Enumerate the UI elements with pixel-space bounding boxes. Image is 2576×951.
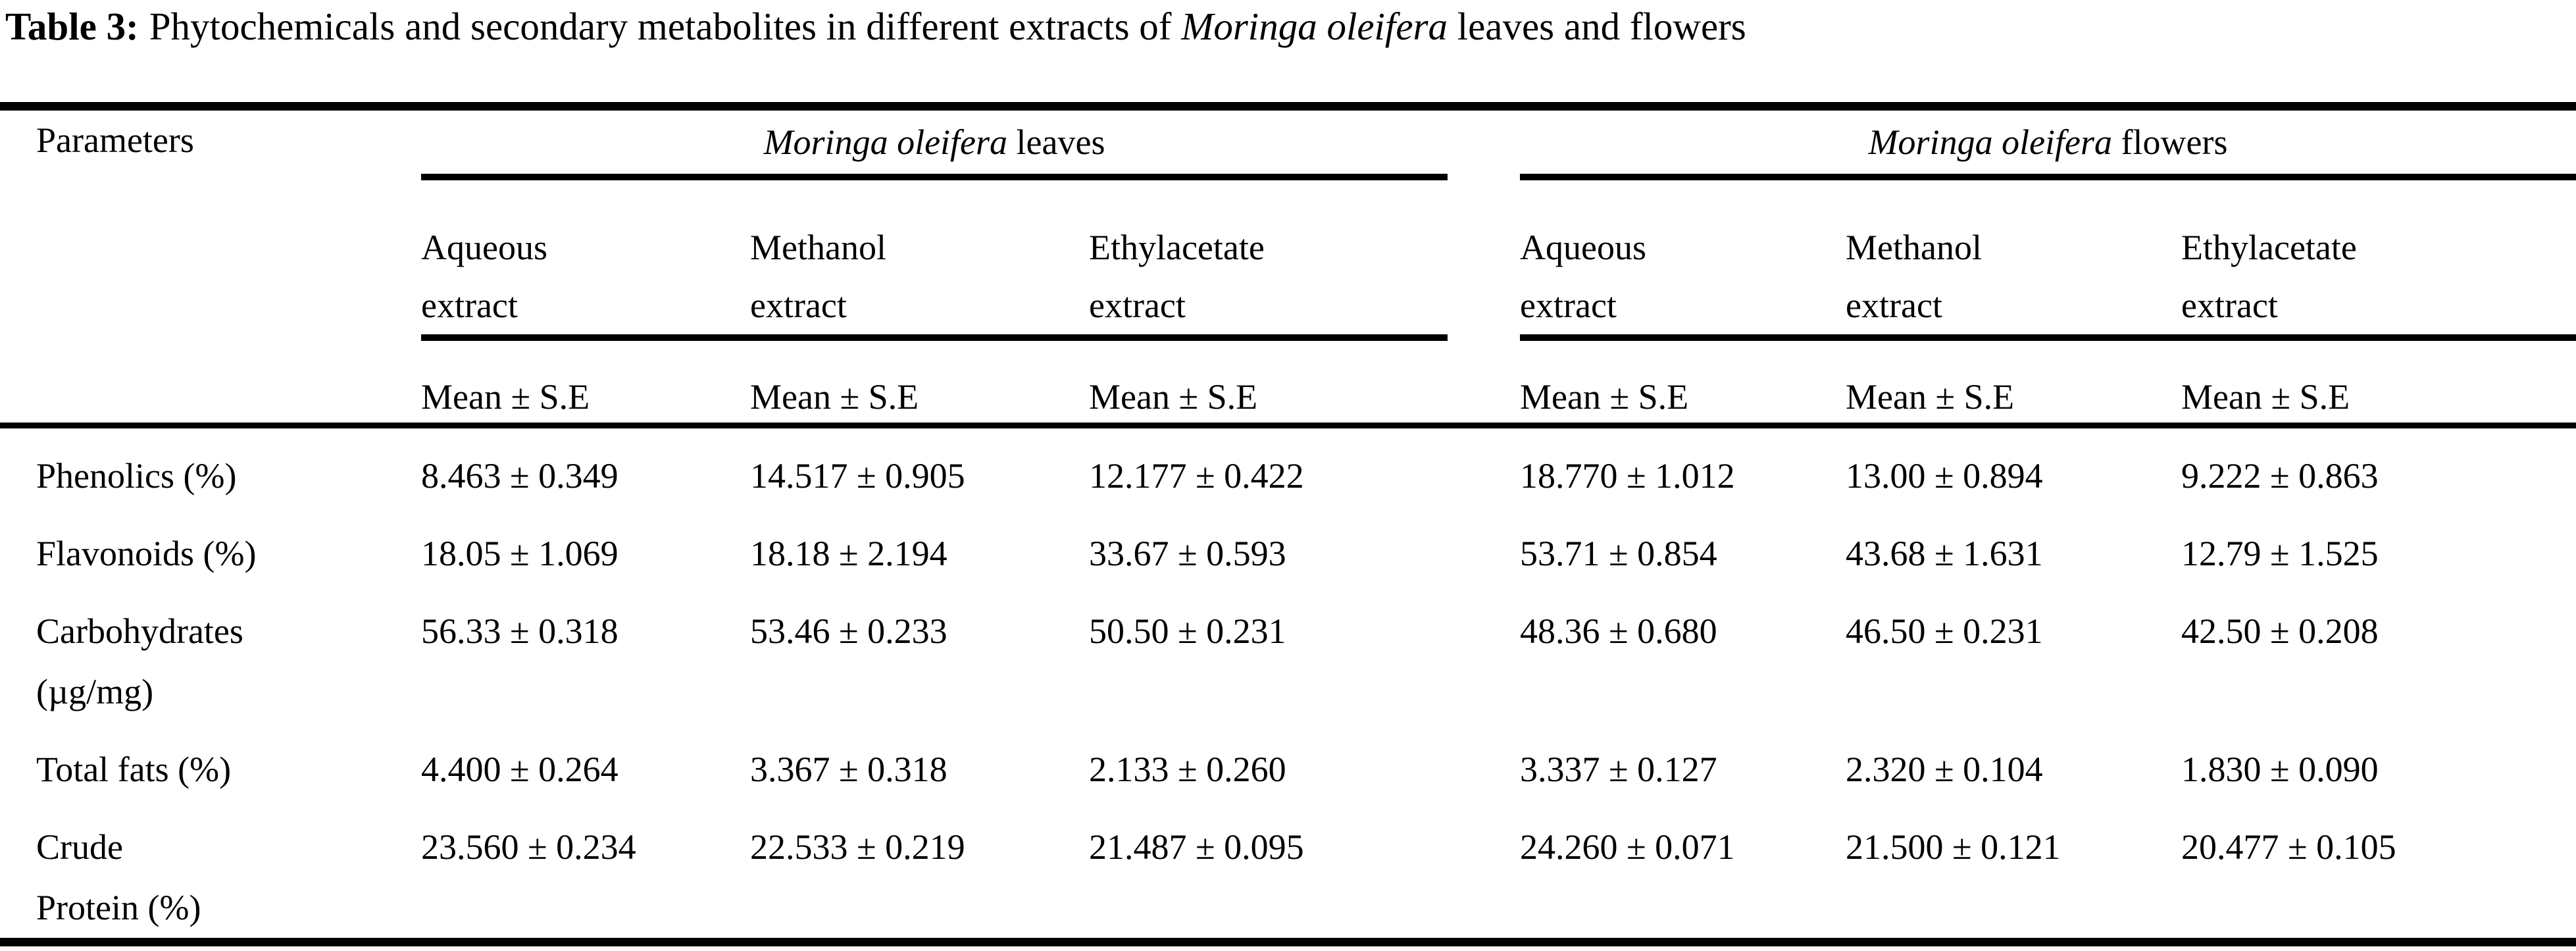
stat-header-cell: Mean ± S.E (750, 338, 1089, 428)
leaves-group-header: Moringa oleifera leaves (421, 106, 1448, 180)
value-cell: 12.177 ± 0.422 (1089, 456, 1304, 496)
leaves-group-suffix: leaves (1016, 122, 1105, 162)
flowers-ethylacetate-header: Ethylacetate extract (2181, 177, 2576, 341)
value-cell: 13.00 ± 0.894 (1846, 456, 2043, 496)
value-cell: 12.79 ± 1.525 (2181, 534, 2379, 573)
stat-header-cell: Mean ± S.E (1089, 338, 1448, 428)
value-cell: 53.71 ± 0.854 (1520, 534, 1717, 573)
value-cell: 50.50 ± 0.231 (1089, 611, 1286, 651)
value-cell: 21.500 ± 0.121 (1846, 827, 2061, 867)
stat-gap-cell (1448, 338, 1521, 428)
row-label: Flavonoids (%) (36, 534, 257, 573)
table-caption-species: Moringa oleifera (1181, 5, 1448, 48)
row-gap-cell (1448, 506, 1520, 584)
value-cell: 2.320 ± 0.104 (1846, 750, 2043, 789)
value-cell: 53.46 ± 0.233 (750, 611, 947, 651)
row-label: Total fats (%) (36, 750, 232, 789)
stat-header-cell: Mean ± S.E (2181, 338, 2576, 428)
flowers-group-species: Moringa oleifera (1868, 122, 2113, 162)
leaves-aqueous-header: Aqueous extract (421, 177, 750, 341)
row-label: Crude Protein (%) (36, 827, 201, 927)
flowers-group-header: Moringa oleifera flowers (1520, 106, 2576, 180)
value-cell: 8.463 ± 0.349 (421, 456, 619, 496)
value-cell: 46.50 ± 0.231 (1846, 611, 2043, 651)
table-caption: Table 3: Phytochemicals and secondary met… (0, 0, 2576, 102)
value-cell: 23.560 ± 0.234 (421, 827, 636, 867)
row-label: Phenolics (%) (36, 456, 237, 496)
row-gap-cell (1448, 584, 1520, 722)
value-cell: 20.477 ± 0.105 (2181, 827, 2396, 867)
table-row-phenolics: Phenolics (%) 8.463 ± 0.349 14.517 ± 0.9… (0, 426, 2576, 507)
leaves-group-species: Moringa oleifera (763, 122, 1008, 162)
group-header-row: Parameters Moringa oleifera leaves Morin… (0, 106, 2576, 428)
leaves-ethylacetate-header: Ethylacetate extract (1089, 177, 1448, 341)
value-cell: 18.770 ± 1.012 (1520, 456, 1735, 496)
table-row-total-fats: Total fats (%) 4.400 ± 0.264 3.367 ± 0.3… (0, 722, 2576, 800)
parameters-header-cell: Parameters (0, 106, 421, 428)
value-cell: 4.400 ± 0.264 (421, 750, 619, 789)
table-caption-suffix: leaves and flowers (1457, 5, 1746, 48)
flowers-methanol-header: Methanol extract (1846, 177, 2182, 341)
table-caption-number: Table 3: (5, 5, 139, 48)
row-gap-cell (1448, 426, 1520, 507)
value-cell: 9.222 ± 0.863 (2181, 456, 2379, 496)
table-row-flavonoids: Flavonoids (%) 18.05 ± 1.069 18.18 ± 2.1… (0, 506, 2576, 584)
table-row-carbohydrates: Carbohydrates (µg/mg) 56.33 ± 0.318 53.4… (0, 584, 2576, 722)
stat-header-row: Mean ± S.E Mean ± S.E Mean ± S.E Mean ± … (0, 338, 2576, 428)
value-cell: 18.05 ± 1.069 (421, 534, 619, 573)
value-cell: 3.337 ± 0.127 (1520, 750, 1717, 789)
table-caption-text: Phytochemicals and secondary metabolites… (149, 5, 1172, 48)
row-label: Carbohydrates (µg/mg) (36, 611, 243, 711)
row-gap-cell (1448, 800, 1520, 942)
value-cell: 33.67 ± 0.593 (1089, 534, 1286, 573)
value-cell: 18.18 ± 2.194 (750, 534, 947, 573)
value-cell: 2.133 ± 0.260 (1089, 750, 1286, 789)
group-gap-cell (1448, 107, 1520, 178)
leaves-methanol-header: Methanol extract (750, 177, 1089, 341)
value-cell: 24.260 ± 0.071 (1520, 827, 1735, 867)
value-cell: 56.33 ± 0.318 (421, 611, 619, 651)
value-cell: 21.487 ± 0.095 (1089, 827, 1304, 867)
value-cell: 42.50 ± 0.208 (2181, 611, 2379, 651)
extract-header-row: Aqueous extract Methanol extract Ethylac… (0, 177, 2576, 341)
value-cell: 14.517 ± 0.905 (750, 456, 965, 496)
flowers-group-suffix: flowers (2121, 122, 2228, 162)
flowers-aqueous-header: Aqueous extract (1520, 177, 1846, 341)
value-cell: 1.830 ± 0.090 (2181, 750, 2379, 789)
stat-header-cell: Mean ± S.E (421, 338, 750, 428)
value-cell: 48.36 ± 0.680 (1520, 611, 1717, 651)
stat-header-cell: Mean ± S.E (1520, 338, 1846, 428)
value-cell: 3.367 ± 0.318 (750, 750, 947, 789)
table-row-crude-protein: Crude Protein (%) 23.560 ± 0.234 22.533 … (0, 800, 2576, 942)
stat-header-cell: Mean ± S.E (1846, 338, 2182, 428)
value-cell: 43.68 ± 1.631 (1846, 534, 2043, 573)
row-gap-cell (1448, 722, 1520, 800)
value-cell: 22.533 ± 0.219 (750, 827, 965, 867)
phytochemicals-table: Parameters Moringa oleifera leaves Morin… (0, 102, 2576, 946)
extract-gap-cell (1448, 177, 1520, 338)
